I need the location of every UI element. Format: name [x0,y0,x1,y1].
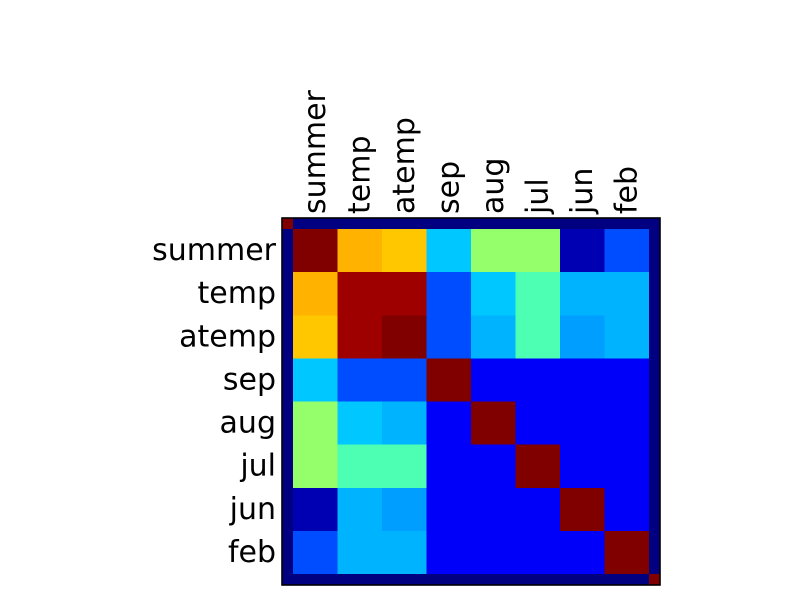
heatmap-cell [560,401,605,446]
row-label-jun: jun [229,492,276,527]
column-tick-labels: summer temp atemp sep aug jul jun feb [298,89,645,215]
heatmap-cell [426,444,472,489]
heatmap-cell [337,272,383,316]
heatmap-cell [604,487,650,532]
column-label-jul: jul [520,178,555,215]
heatmap-cell [604,272,650,316]
heatmap-cell [604,358,650,402]
row-label-atemp: atemp [179,319,276,354]
heatmap-cell [293,530,338,575]
column-label-temp: temp [342,136,377,215]
heatmap-cell [337,401,383,446]
heatmap-cell [293,315,338,359]
heatmap-cell [426,272,472,316]
heatmap-cell [382,272,427,316]
heatmap-cell [560,358,605,402]
heatmap-cell [426,530,472,575]
heatmap-cell [382,401,427,446]
row-tick-labels: summer temp atemp sep aug jul jun feb [152,233,277,570]
heatmap-cell [382,358,427,402]
heatmap-cell [337,315,383,359]
plot-frame [281,217,661,586]
heatmap-cell [515,487,561,532]
heatmap-cell [426,315,472,359]
heatmap-cell [337,487,383,532]
column-label-sep: sep [431,161,466,214]
heatmap-cell [560,530,605,575]
row-label-summer: summer [152,233,277,268]
heatmap-cell [604,229,650,273]
heatmap-cell [382,444,427,489]
row-label-jul: jul [239,449,276,484]
heatmap-cell [560,487,605,532]
column-label-summer: summer [298,89,333,214]
heatmap-cell [382,315,427,359]
heatmap-cell [293,272,338,316]
edge-corner-top-left [282,218,293,229]
row-label-aug: aug [220,406,276,441]
heatmap-cell [471,272,516,316]
heatmap-cell [426,358,472,402]
heatmap-cell [471,530,516,575]
edge-strip-left [282,218,293,585]
heatmap-cell [471,315,516,359]
column-label-feb: feb [609,166,644,214]
heatmap-cell [560,272,605,316]
heatmap-cell [515,358,561,402]
edge-corner-bottom-right [649,574,660,585]
heatmap-cell [293,358,338,402]
edge-strip-right [649,218,660,585]
heatmap-cell [337,530,383,575]
heatmap-cell [515,315,561,359]
heatmap-cell [382,487,427,532]
heatmap-cell [471,229,516,273]
row-label-sep: sep [223,362,276,397]
heatmap-cell [604,315,650,359]
column-label-aug: aug [476,158,511,214]
heatmap-cell [515,272,561,316]
heatmap-cell [604,401,650,446]
heatmap-cell [426,487,472,532]
column-label-jun: jun [565,168,600,215]
heatmap-cell [426,229,472,273]
heatmap-cell [515,401,561,446]
heatmap-cell [471,444,516,489]
heatmap-cell [560,229,605,273]
edge-strip-top [282,218,660,229]
heatmap-cell [293,401,338,446]
heatmap-cell [337,358,383,402]
column-label-atemp: atemp [387,117,422,214]
edge-strip-bottom [282,574,660,585]
heatmap-cell [560,444,605,489]
heatmap-cell [604,444,650,489]
heatmap-cell [382,229,427,273]
heatmap-edge-strips [282,218,660,585]
heatmap-cell [426,401,472,446]
heatmap-cell [293,487,338,532]
heatmap-cell [515,530,561,575]
heatmap-cell [471,401,516,446]
heatmap-cells [293,229,650,575]
heatmap-cell [382,530,427,575]
heatmap-cell [471,487,516,532]
heatmap-cell [515,444,561,489]
heatmap-cell [293,444,338,489]
heatmap-cell [293,229,338,273]
heatmap-cell [515,229,561,273]
heatmap-cell [471,358,516,402]
row-label-feb: feb [228,535,276,570]
heatmap-cell [337,444,383,489]
heatmap-cell [560,315,605,359]
heatmap-cell [604,530,650,575]
row-label-temp: temp [198,276,277,311]
heatmap-cell [337,229,383,273]
